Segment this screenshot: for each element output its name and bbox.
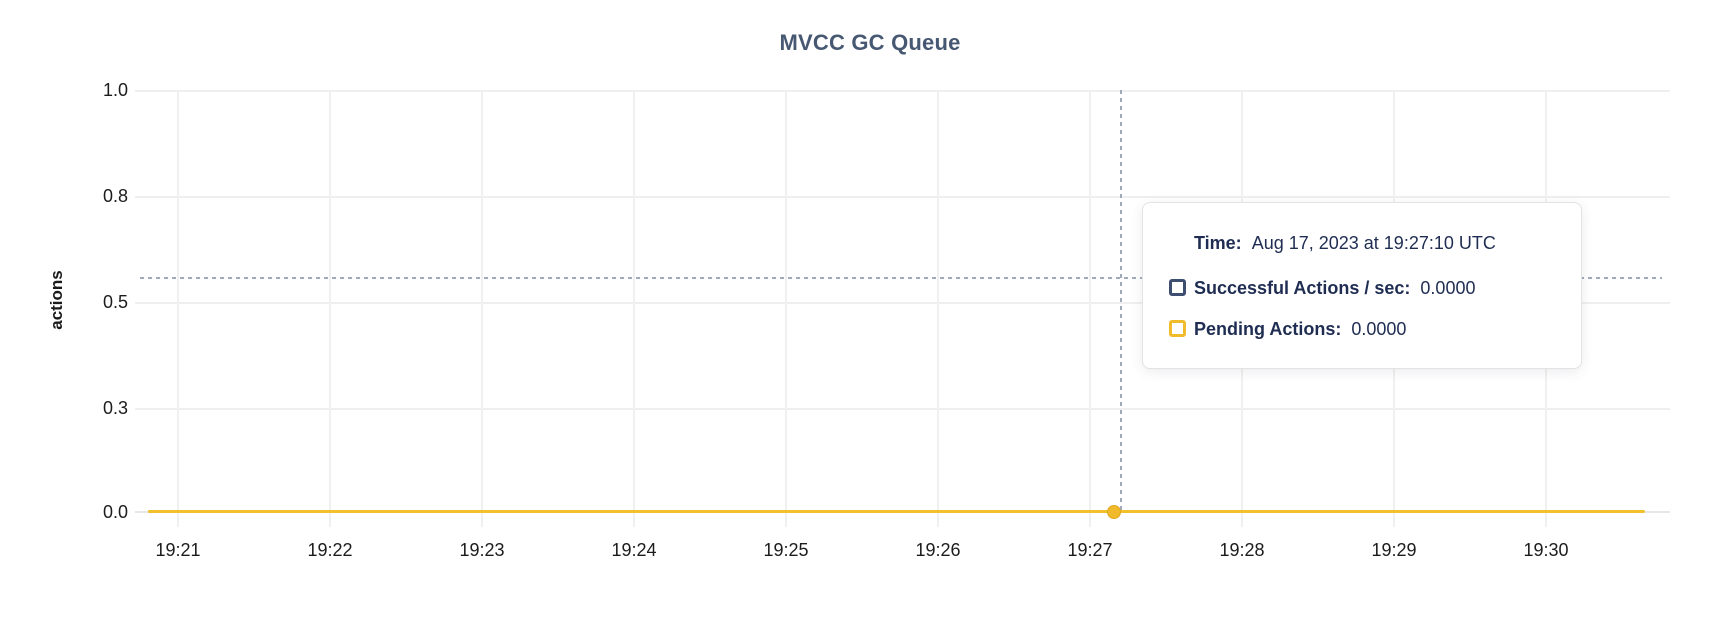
- x-tick-label: 19:24: [611, 540, 657, 560]
- x-tick-label: 19:25: [763, 540, 809, 560]
- pending-actions-series-line[interactable]: [148, 510, 1645, 513]
- x-tick-label: 19:30: [1523, 540, 1569, 560]
- pending-actions-swatch-icon: [1169, 320, 1186, 337]
- crosshair-horizontal: [140, 277, 1662, 279]
- gridline-vertical: [1089, 90, 1091, 527]
- gridline-horizontal: [135, 408, 1670, 410]
- gridline-horizontal: [135, 302, 1670, 304]
- x-tick-label: 19:21: [155, 540, 201, 560]
- x-tick-label: 19:28: [1219, 540, 1265, 560]
- tooltip-time-label: Time:: [1194, 233, 1242, 253]
- gridline-vertical: [937, 90, 939, 527]
- gridline-vertical: [329, 90, 331, 527]
- y-tick-label: 0.8: [102, 186, 128, 206]
- tooltip-series-row: Pending Actions: 0.0000: [1143, 317, 1581, 341]
- successful-actions-swatch-icon: [1169, 279, 1186, 296]
- tooltip-series-row: Successful Actions / sec: 0.0000: [1143, 276, 1581, 300]
- chart-title: MVCC GC Queue: [779, 30, 961, 55]
- gridline-horizontal: [135, 90, 1670, 92]
- tooltip-series-label: Pending Actions:: [1194, 319, 1342, 339]
- gridline-vertical: [785, 90, 787, 527]
- crosshair-vertical: [1120, 90, 1122, 512]
- x-tick-label: 19:27: [1067, 540, 1113, 560]
- hover-point-marker: [1107, 505, 1121, 519]
- tooltip-series-value: 0.0000: [1420, 278, 1476, 298]
- tooltip-time-row: Time: Aug 17, 2023 at 19:27:10 UTC: [1143, 231, 1581, 255]
- gridline-vertical: [481, 90, 483, 527]
- x-tick-label: 19:23: [459, 540, 505, 560]
- y-tick-label: 1.0: [102, 80, 128, 100]
- tooltip-time-value: Aug 17, 2023 at 19:27:10 UTC: [1251, 233, 1496, 253]
- hover-tooltip: Time: Aug 17, 2023 at 19:27:10 UTC Succes…: [1142, 202, 1582, 369]
- y-tick-label: 0.0: [102, 502, 128, 522]
- gridline-vertical: [177, 90, 179, 527]
- x-tick-label: 19:22: [307, 540, 353, 560]
- tooltip-series-value: 0.0000: [1351, 319, 1407, 339]
- y-tick-label: 0.3: [102, 398, 128, 418]
- gridline-vertical: [633, 90, 635, 527]
- y-tick-label: 0.5: [102, 292, 128, 312]
- x-tick-label: 19:26: [915, 540, 961, 560]
- gridline-horizontal: [135, 196, 1670, 198]
- x-tick-label: 19:29: [1371, 540, 1417, 560]
- tooltip-series-label: Successful Actions / sec:: [1194, 278, 1411, 298]
